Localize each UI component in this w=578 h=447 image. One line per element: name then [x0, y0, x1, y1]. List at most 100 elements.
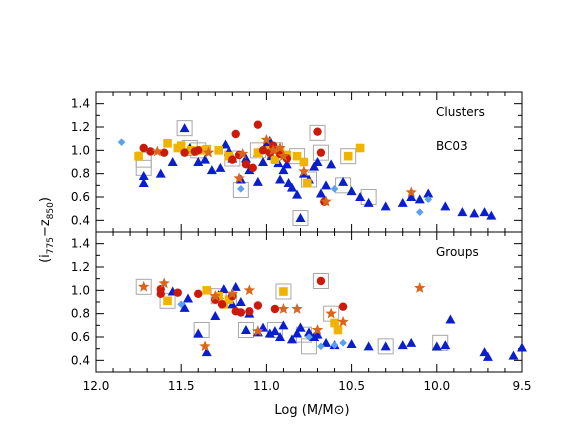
data-point-triangle-groups: [218, 284, 229, 294]
data-point-triangle-clusters: [380, 201, 391, 211]
data-point-circle-clusters: [194, 146, 203, 155]
data-point-circle-clusters: [231, 129, 240, 139]
panel-label-groups: Groups: [436, 245, 479, 259]
panel-clusters: 0.4 0.6 0.8 1.0 1.2 1.4: [71, 91, 523, 233]
x-tick-label: 10.5: [338, 379, 365, 393]
data-point-triangle-clusters: [138, 171, 149, 180]
data-point-triangle-groups: [179, 302, 190, 312]
data-point-triangle-clusters: [167, 157, 178, 166]
data-point-triangle-groups: [380, 341, 391, 351]
data-point-box-clusters: [292, 210, 309, 226]
y-tick-label-groups: 0.6: [71, 330, 90, 344]
data-point-circle-groups: [217, 300, 227, 309]
data-point-square-clusters: [270, 155, 280, 164]
data-point-diamond-clusters: [117, 138, 126, 146]
data-point-triangle-clusters: [315, 188, 326, 198]
data-point-square-groups: [224, 295, 234, 304]
data-point-triangle-groups: [278, 320, 289, 330]
y-tick-label-groups: 1.2: [71, 260, 90, 274]
x-tick-label: 12.0: [83, 379, 110, 393]
data-point-triangle-clusters: [363, 197, 374, 207]
data-point-circle-groups: [316, 276, 326, 286]
y-tick-label-clusters: 1.4: [71, 97, 90, 111]
data-point-box-groups: [377, 338, 394, 355]
data-point-triangle-groups: [193, 328, 204, 338]
data-point-triangle-groups: [431, 341, 442, 351]
data-point-star-clusters: [274, 142, 286, 153]
data-point-triangle-clusters: [321, 180, 332, 190]
data-point-circle-groups: [173, 288, 182, 297]
data-point-circle-clusters: [228, 155, 237, 164]
data-point-triangle-groups: [304, 327, 314, 337]
data-point-triangle-clusters: [283, 178, 294, 187]
data-point-circle-clusters: [258, 146, 268, 155]
data-point-triangle-groups: [517, 342, 527, 352]
data-point-triangle-clusters: [326, 159, 337, 169]
data-point-star-groups: [138, 280, 150, 292]
x-axis-title: Log (M/M⊙): [274, 403, 349, 418]
y-axis-title-close: ): [38, 197, 53, 202]
data-point-triangle-groups: [346, 339, 357, 348]
data-point-triangle-clusters: [220, 139, 231, 149]
data-point-square-clusters: [176, 141, 186, 150]
data-point-star-groups: [337, 315, 349, 327]
data-point-circle-clusters: [316, 148, 326, 157]
data-point-triangle-groups: [440, 340, 451, 350]
data-point-diamond-clusters: [237, 185, 245, 193]
data-point-box-clusters: [340, 148, 357, 165]
data-point-circle-clusters: [248, 163, 257, 173]
data-point-square-groups: [163, 296, 172, 306]
data-point-triangle-groups: [482, 351, 493, 361]
data-point-square-clusters: [224, 151, 234, 161]
data-point-triangle-groups: [445, 314, 456, 324]
data-point-box-groups: [275, 283, 292, 300]
data-point-star-clusters: [151, 145, 164, 157]
data-point-square-clusters: [302, 178, 312, 188]
y-tick-label-groups: 1.4: [71, 237, 90, 251]
data-point-triangle-groups: [295, 322, 306, 332]
data-point-circle-clusters: [146, 147, 155, 156]
x-tick-label: 10.0: [423, 379, 450, 393]
data-point-star-groups: [209, 290, 221, 302]
data-point-triangle-groups: [363, 341, 374, 351]
data-point-triangle-clusters: [278, 165, 289, 175]
data-point-circle-groups: [245, 307, 254, 316]
data-point-triangle-clusters: [292, 189, 303, 199]
data-point-star-clusters: [320, 195, 332, 207]
data-point-triangle-clusters: [479, 207, 490, 217]
y-axis-title-sub1: 775: [46, 237, 56, 254]
x-tick-label: 9.5: [512, 379, 531, 393]
data-point-square-clusters: [163, 139, 172, 148]
data-point-circle-clusters: [180, 148, 189, 157]
data-point-triangle-clusters: [486, 210, 497, 220]
x-tick-label: 11.5: [168, 379, 195, 393]
data-point-circle-groups: [236, 308, 246, 317]
data-point-box-groups: [301, 338, 317, 355]
data-point-circle-groups: [194, 289, 203, 299]
y-tick-label-clusters: 0.6: [71, 190, 90, 204]
data-point-diamond-groups: [330, 341, 339, 349]
y-axis-title-open: (i: [38, 254, 53, 263]
data-point-triangle-clusters: [346, 186, 357, 196]
y-axis-title-sub2: 850: [46, 202, 56, 219]
data-point-triangle-clusters: [309, 161, 320, 171]
data-point-box-groups: [266, 322, 283, 338]
data-point-triangle-clusters: [397, 197, 408, 207]
x-tick-label: 11.0: [253, 379, 280, 393]
data-point-triangle-clusters: [286, 182, 297, 192]
data-point-triangle-clusters: [215, 162, 226, 172]
data-point-star-clusters: [233, 172, 245, 184]
data-point-diamond-clusters: [415, 208, 424, 216]
data-point-star-groups: [252, 325, 264, 337]
y-tick-label-clusters: 0.8: [71, 167, 90, 181]
data-point-triangle-groups: [397, 340, 408, 350]
data-point-triangle-clusters: [355, 192, 366, 201]
y-tick-label-groups: 0.4: [71, 353, 90, 367]
data-point-circle-groups: [156, 289, 165, 299]
data-point-triangle-groups: [406, 337, 417, 347]
data-point-triangle-groups: [230, 281, 241, 291]
data-point-star-clusters: [277, 150, 290, 162]
data-point-star-groups: [311, 324, 324, 335]
panel-groups: 0.4 0.6 0.8 1.0 1.2 1.4: [71, 231, 527, 373]
